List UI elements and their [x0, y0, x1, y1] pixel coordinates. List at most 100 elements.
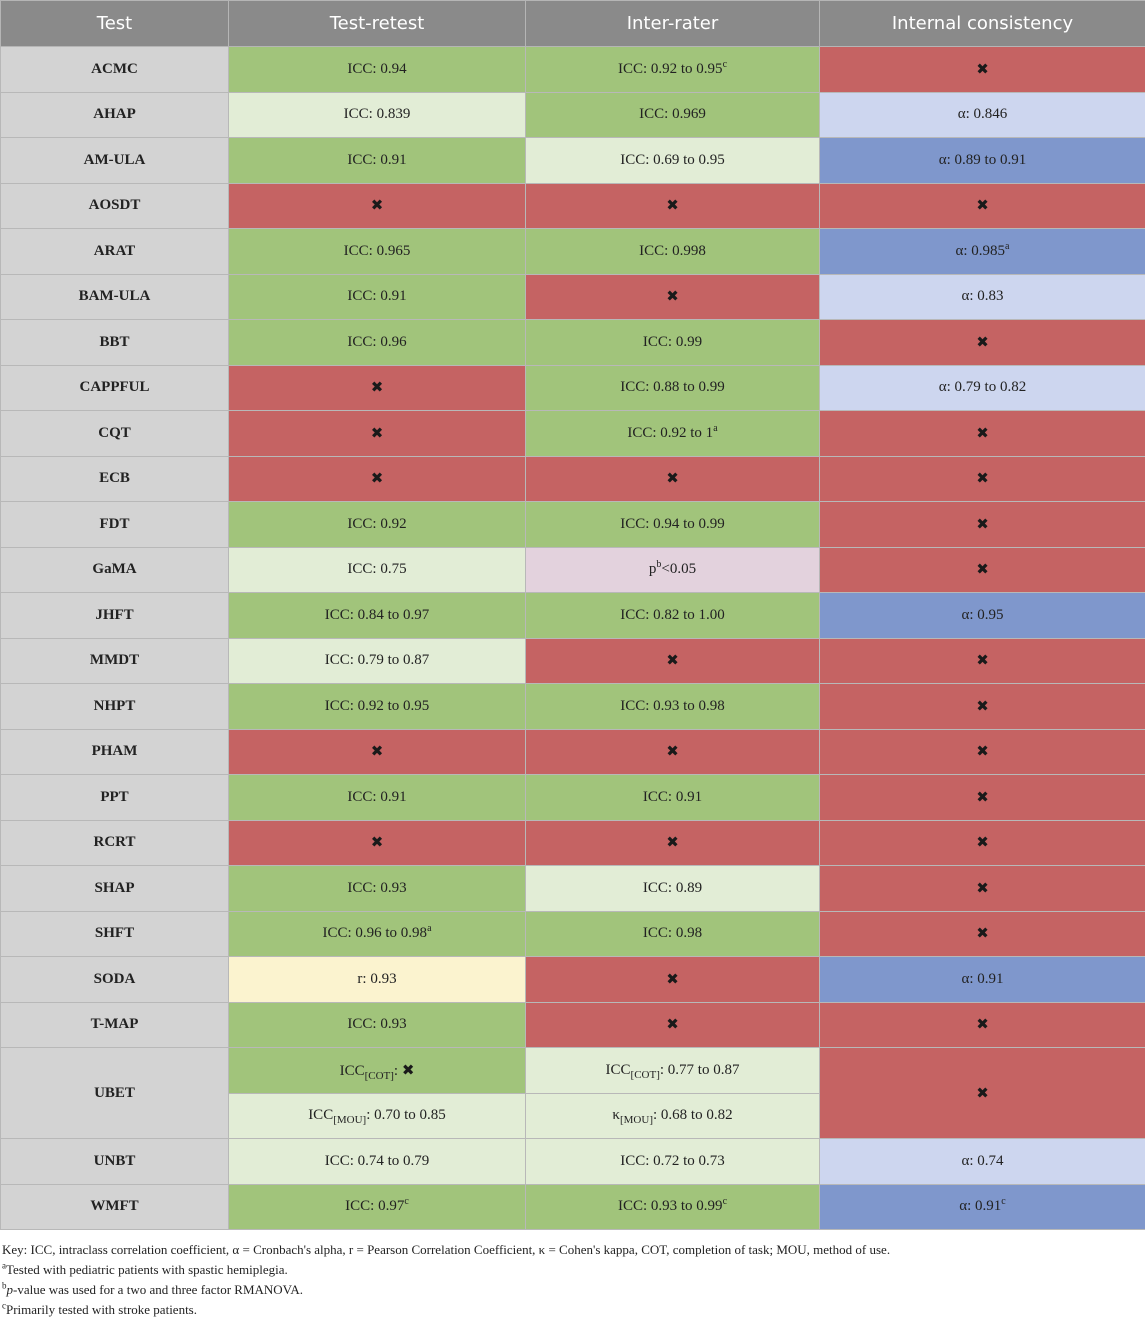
x-mark-icon: ✖: [666, 969, 679, 988]
cell-value: ICC: 0.89: [642, 879, 703, 896]
cell-value: κ: [612, 1107, 620, 1124]
x-mark-icon: ✖: [976, 59, 989, 78]
test-name: T-MAP: [0, 1001, 229, 1048]
x-mark-icon: ✖: [976, 924, 989, 943]
cell-inter-rater: ICC: 0.998: [525, 228, 820, 275]
cell-inter-rater: ICC: 0.82 to 1.00: [525, 592, 820, 639]
cell-value: ICC: 0.82 to 1.00: [620, 606, 725, 623]
cell-internal-consistency: α: 0.846: [819, 91, 1145, 138]
cell-test-retest: ICC: 0.91: [228, 137, 526, 184]
cell-internal-consistency: ✖: [819, 1047, 1145, 1139]
test-name: SHAP: [0, 865, 229, 912]
test-name: ARAT: [0, 228, 229, 275]
cell-test-retest: ICC[MOU]: 0.70 to 0.85: [228, 1092, 526, 1139]
x-mark-icon: ✖: [666, 287, 679, 306]
x-mark-icon: ✖: [370, 378, 384, 397]
table-row: JHFT ICC: 0.84 to 0.97 ICC: 0.82 to 1.00 α:…: [0, 592, 1145, 639]
note-c: cPrimarily tested with stroke patients.: [2, 1300, 1132, 1320]
test-name: BBT: [0, 319, 229, 366]
cell-superscript: a: [1005, 240, 1010, 252]
table-row: SHFT ICC: 0.96 to 0.98a ICC: 0.98 ✖: [0, 910, 1145, 957]
cell-value: α: 0.74: [961, 1152, 1004, 1169]
note-b-text: -value was used for a two and three fact…: [13, 1282, 304, 1297]
cell-test-retest: ICC: 0.96 to 0.98a: [228, 910, 526, 957]
note-a: aTested with pediatric patients with spa…: [2, 1260, 1132, 1280]
cell-inter-rater: ICC: 0.94 to 0.99: [525, 501, 820, 548]
table-row: ECB ✖ ✖ ✖: [0, 455, 1145, 502]
cell-value: ICC: 0.91: [347, 788, 407, 805]
table-row: BBT ICC: 0.96 ICC: 0.99 ✖: [0, 319, 1145, 366]
note-a-mark: a: [2, 1260, 6, 1271]
x-mark-icon: ✖: [976, 560, 989, 579]
cell-internal-consistency: α: 0.95: [819, 592, 1145, 639]
cell-test-retest: ✖: [228, 728, 526, 775]
cell-value: α: 0.83: [961, 288, 1004, 305]
table-row: UBET ICC[COT]: ✖ ICC[COT]: 0.77 to 0.87 ✖: [0, 1047, 1145, 1139]
cell-value: ICC: 0.74 to 0.79: [324, 1152, 430, 1169]
cell-inter-rater: ICC: 0.72 to 0.73: [525, 1138, 820, 1185]
cell-test-retest: ICC: 0.92 to 0.95: [228, 683, 526, 730]
table-row: PPT ICC: 0.91 ICC: 0.91 ✖: [0, 774, 1145, 821]
cell-test-retest: ICC: 0.75: [228, 546, 526, 593]
cell-value: ICC: 0.91: [642, 788, 703, 805]
header-row: Test Test-retest Inter-rater Internal co…: [0, 0, 1145, 47]
note-a-text: Tested with pediatric patients with spas…: [6, 1262, 288, 1277]
header-internal-consistency: Internal consistency: [819, 0, 1145, 47]
x-mark-icon: ✖: [976, 696, 989, 715]
cell-test-retest: ICC: 0.93: [228, 1001, 526, 1048]
cell-test-retest: ICC: 0.97c: [228, 1183, 526, 1230]
table-body: ACMC ICC: 0.94 ICC: 0.92 to 0.95c ✖ AHAP ICC:…: [0, 46, 1145, 1230]
cell-value: ICC: 0.93 to 0.99: [617, 1198, 723, 1215]
cell-internal-consistency: ✖: [819, 410, 1145, 457]
header-inter-rater: Inter-rater: [525, 0, 820, 47]
reliability-table: Test Test-retest Inter-rater Internal co…: [0, 0, 1145, 1230]
cell-test-retest: ✖: [228, 364, 526, 411]
cell-internal-consistency: ✖: [819, 637, 1145, 684]
cell-inter-rater: ✖: [525, 637, 820, 684]
cell-internal-consistency: α: 0.91: [819, 956, 1145, 1003]
cell-test-retest: ✖: [228, 455, 526, 502]
test-name: PPT: [0, 774, 229, 821]
test-name: UNBT: [0, 1138, 229, 1185]
cell-internal-consistency: ✖: [819, 46, 1145, 93]
cell-test-retest: ICC: 0.94: [228, 46, 526, 93]
x-mark-icon: ✖: [976, 514, 989, 533]
cell-value-rest: : 0.70 to 0.85: [366, 1107, 446, 1124]
test-name: AOSDT: [0, 182, 229, 229]
test-name: ACMC: [0, 46, 229, 93]
cell-subscript: [COT]: [630, 1068, 660, 1081]
cell-value-rest: :: [393, 1062, 402, 1079]
cell-inter-rater: ✖: [525, 819, 820, 866]
cell-value: α: 0.95: [961, 606, 1004, 623]
test-name: FDT: [0, 501, 229, 548]
cell-inter-rater: ICC: 0.91: [525, 774, 820, 821]
x-mark-icon: ✖: [666, 196, 679, 215]
table-row: CAPPFUL ✖ ICC: 0.88 to 0.99 α: 0.79 to 0.82: [0, 364, 1145, 411]
cell-test-retest: ICC: 0.96: [228, 319, 526, 366]
note-c-text: Primarily tested with stroke patients.: [6, 1302, 197, 1317]
cell-inter-rater: ✖: [525, 182, 820, 229]
cell-value: ICC: [339, 1062, 365, 1079]
cell-inter-rater: ICC: 0.99: [525, 319, 820, 366]
cell-inter-rater: ICC: 0.93 to 0.99c: [525, 1183, 820, 1230]
test-name: SODA: [0, 956, 229, 1003]
test-name: CAPPFUL: [0, 364, 229, 411]
x-mark-icon: ✖: [370, 423, 384, 442]
cell-test-retest: ICC: 0.92: [228, 501, 526, 548]
cell-test-retest: ICC: 0.93: [228, 865, 526, 912]
table-row: MMDT ICC: 0.79 to 0.87 ✖ ✖: [0, 637, 1145, 684]
table-row: SODA r: 0.93 ✖ α: 0.91: [0, 956, 1145, 1003]
cell-inter-rater: ICC: 0.92 to 1a: [525, 410, 820, 457]
x-mark-icon: ✖: [976, 1083, 989, 1102]
cell-value: ICC: 0.91: [347, 288, 407, 305]
cell-subscript: [MOU]: [333, 1114, 367, 1127]
table-row: RCRT ✖ ✖ ✖: [0, 819, 1145, 866]
cell-value: α: 0.91: [961, 970, 1004, 987]
table-row: NHPT ICC: 0.92 to 0.95 ICC: 0.93 to 0.98 ✖: [0, 683, 1145, 730]
x-mark-icon: ✖: [976, 742, 989, 761]
cell-value: α: 0.985: [955, 242, 1006, 259]
cell-internal-consistency: α: 0.91c: [819, 1183, 1145, 1230]
cell-value: ICC: [308, 1107, 334, 1124]
note-c-mark: c: [2, 1300, 6, 1311]
table-row: UNBT ICC: 0.74 to 0.79 ICC: 0.72 to 0.73 α:…: [0, 1138, 1145, 1185]
